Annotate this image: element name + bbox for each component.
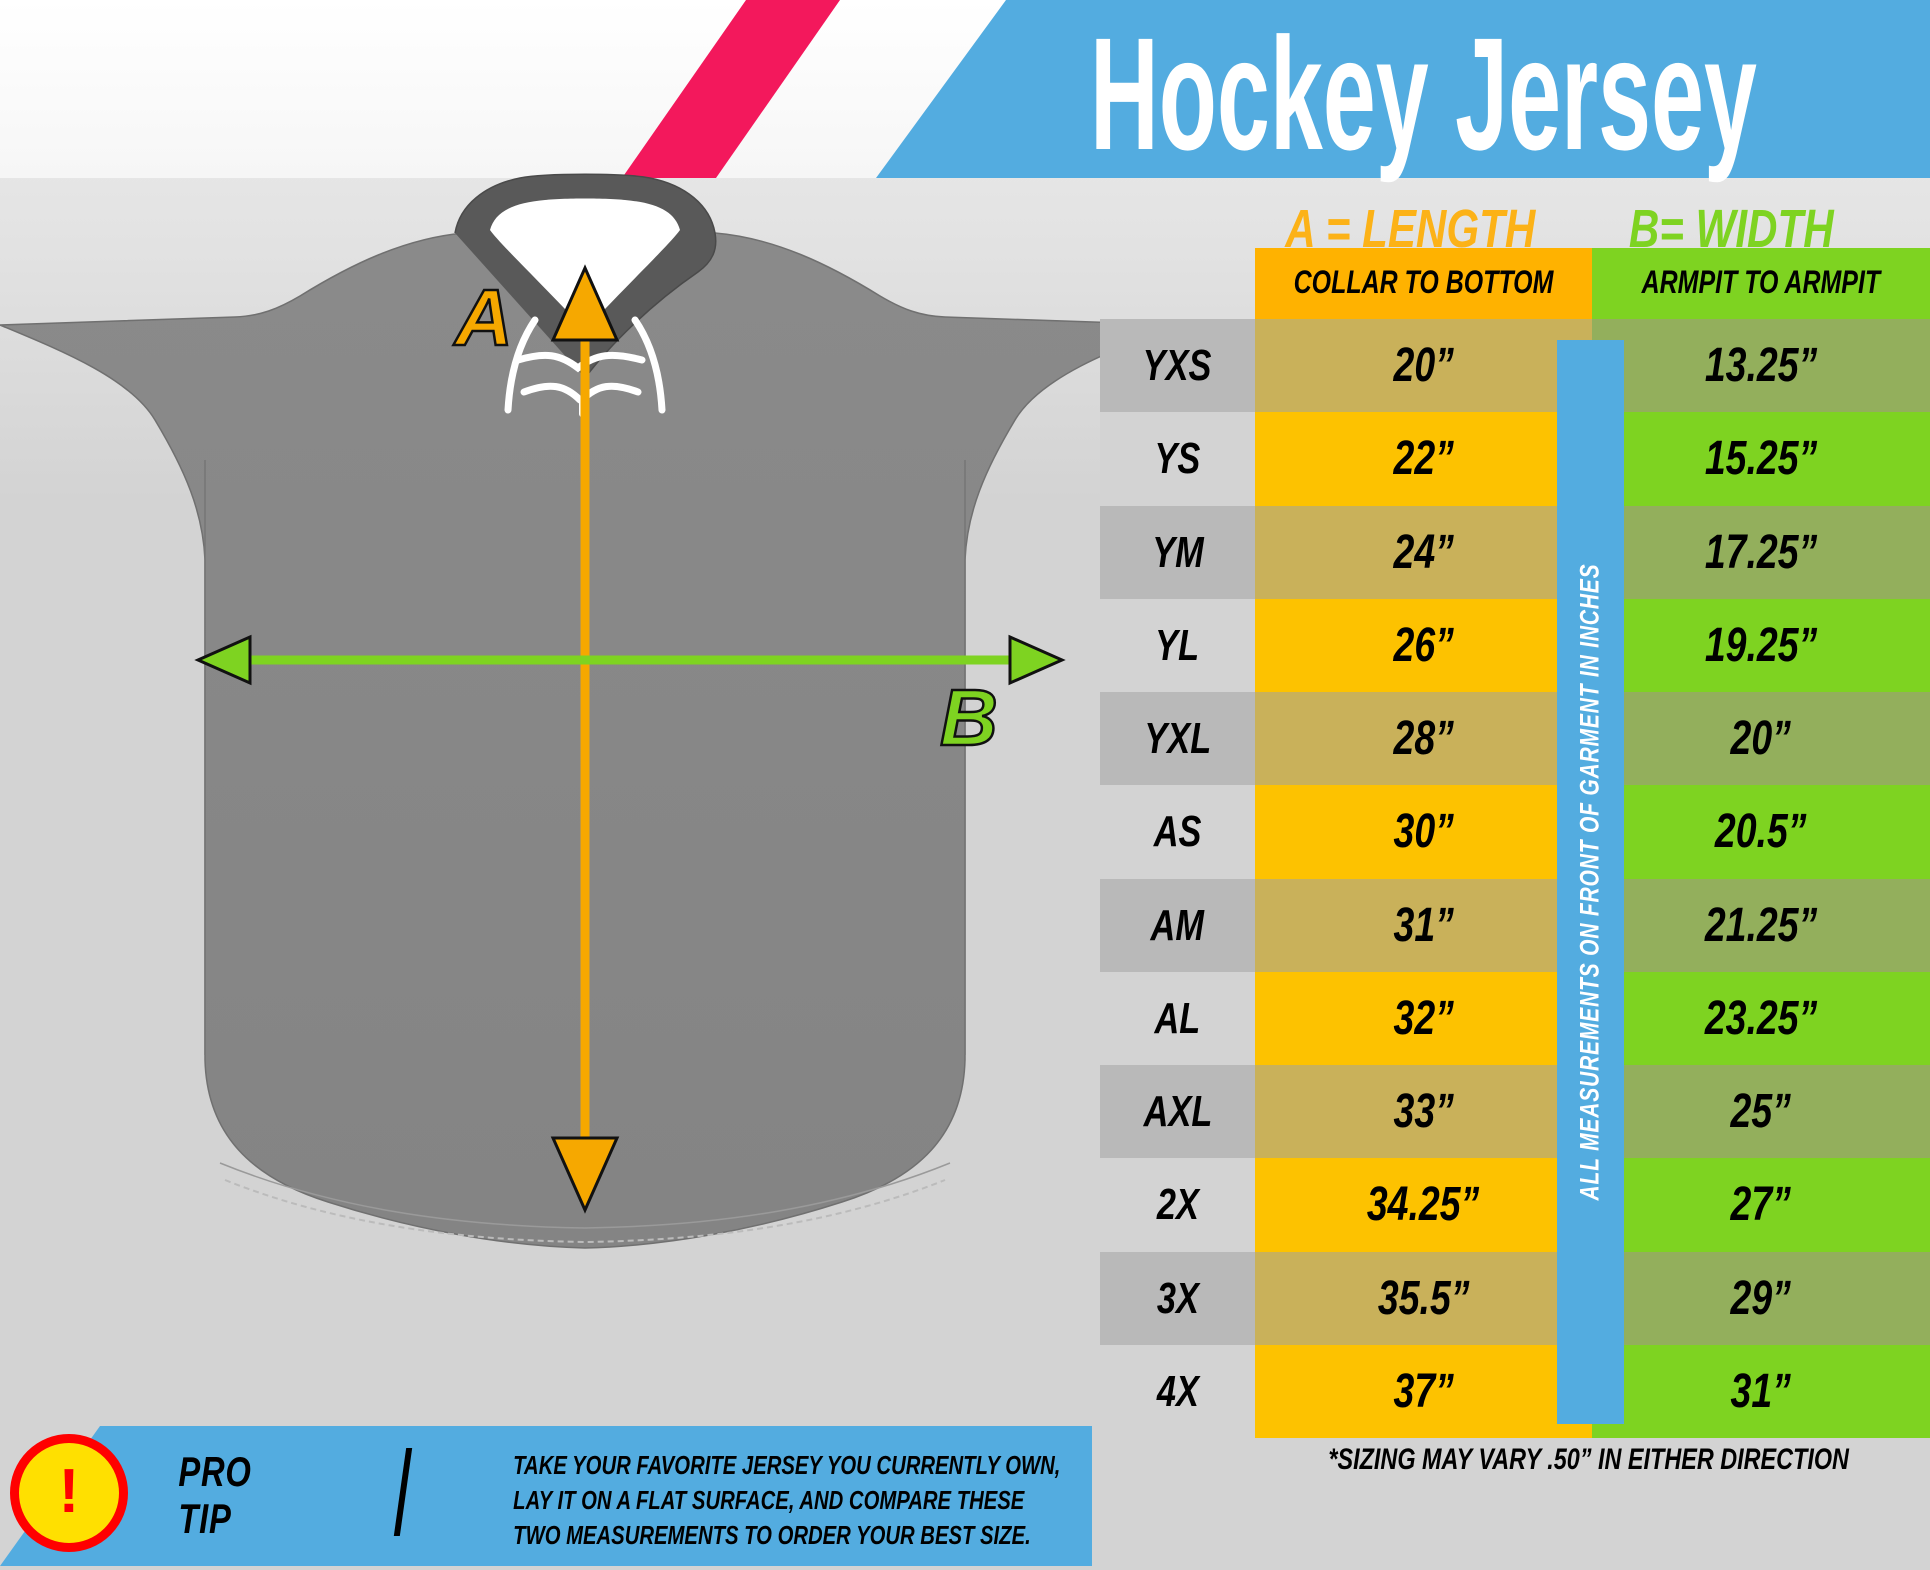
svg-text:A: A xyxy=(453,273,513,362)
svg-text:B: B xyxy=(940,673,998,762)
